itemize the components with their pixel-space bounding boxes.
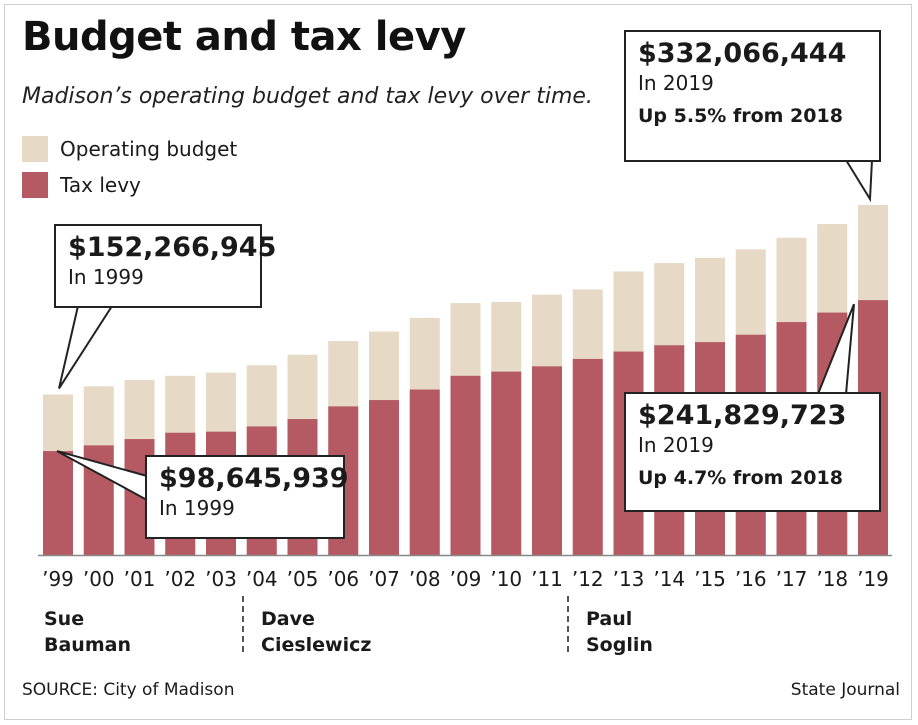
x-tick-label-6: ’05 (287, 567, 319, 591)
legend-label-budget: Operating budget (60, 137, 238, 161)
callout-budget-1999-year: In 1999 (68, 265, 144, 289)
term-divider-2 (567, 596, 569, 652)
x-tick-label-19: ’18 (816, 567, 848, 591)
callout-budget-2019-year: In 2019 (638, 71, 714, 95)
callout-budget-1999-amount: $152,266,945 (68, 232, 277, 263)
x-tick-label-15: ’14 (653, 567, 685, 591)
bar-levy-0 (43, 451, 73, 555)
x-tick-label-13: ’12 (572, 567, 604, 591)
mayor-cieslewicz-first: Dave (261, 608, 315, 630)
legend-tax-levy: Tax levy (22, 172, 141, 198)
source-note: SOURCE: City of Madison (22, 680, 235, 700)
x-tick-label-12: ’11 (531, 567, 563, 591)
x-tick-label-5: ’04 (246, 567, 278, 591)
legend-swatch-levy (22, 172, 48, 198)
callout-levy-2019-amount: $241,829,723 (638, 400, 847, 431)
chart-subtitle: Madison’s operating budget and tax levy … (22, 84, 593, 109)
x-tick-label-8: ’07 (368, 567, 400, 591)
x-tick-label-0: ’99 (42, 567, 74, 591)
mayor-soglin: Paul Soglin (586, 606, 653, 658)
leader-budget-1999 (58, 305, 114, 390)
callout-budget-2019-change: Up 5.5% from 2018 (638, 105, 843, 127)
callout-levy-1999-amount: $98,645,939 (159, 463, 349, 494)
x-tick-label-17: ’16 (735, 567, 767, 591)
bar-levy-9 (409, 389, 440, 555)
chart-title: Budget and tax levy (22, 14, 466, 60)
x-tick-label-3: ’02 (164, 567, 196, 591)
x-tick-label-20: ’19 (857, 567, 889, 591)
legend-label-levy: Tax levy (60, 173, 141, 197)
callout-levy-2019-year: In 2019 (638, 433, 714, 457)
x-tick-label-7: ’06 (327, 567, 359, 591)
legend-swatch-budget (22, 136, 48, 162)
x-tick-label-18: ’17 (776, 567, 808, 591)
mayor-cieslewicz: Dave Cieslewicz (261, 606, 371, 658)
x-tick-label-10: ’09 (450, 567, 482, 591)
callout-budget-1999: $152,266,945 In 1999 (54, 224, 277, 308)
mayor-bauman: Sue Bauman (44, 606, 131, 658)
mayor-bauman-last: Bauman (44, 634, 131, 656)
callout-levy-2019-change: Up 4.7% from 2018 (638, 467, 843, 489)
credit-note: State Journal (790, 680, 900, 700)
mayor-soglin-last: Soglin (586, 634, 653, 656)
mayor-soglin-first: Paul (586, 608, 633, 630)
x-tick-label-1: ’00 (83, 567, 115, 591)
legend-operating-budget: Operating budget (22, 136, 237, 162)
bar-levy-13 (572, 358, 603, 555)
mayor-cieslewicz-last: Cieslewicz (261, 634, 372, 656)
x-tick-label-2: ’01 (124, 567, 156, 591)
chart-frame (4, 4, 912, 720)
mayor-bauman-first: Sue (44, 608, 85, 630)
leader-budget-2019 (844, 159, 874, 203)
x-tick-label-4: ’03 (205, 567, 237, 591)
bar-levy-11 (491, 371, 522, 555)
bar-levy-10 (450, 375, 481, 555)
callout-levy-1999: $98,645,939 In 1999 (145, 455, 349, 539)
bar-levy-12 (532, 366, 562, 555)
callout-budget-2019-amount: $332,066,444 (638, 38, 847, 69)
x-tick-label-11: ’10 (490, 567, 522, 591)
bar-levy-8 (369, 400, 399, 555)
term-divider-1 (242, 596, 244, 652)
x-tick-label-14: ’13 (613, 567, 645, 591)
x-tick-label-16: ’15 (694, 567, 726, 591)
callout-budget-2019: $332,066,444 In 2019 Up 5.5% from 2018 (624, 30, 881, 162)
x-tick-label-9: ’08 (409, 567, 441, 591)
callout-levy-1999-year: In 1999 (159, 496, 235, 520)
callout-levy-2019: $241,829,723 In 2019 Up 4.7% from 2018 (624, 392, 881, 512)
